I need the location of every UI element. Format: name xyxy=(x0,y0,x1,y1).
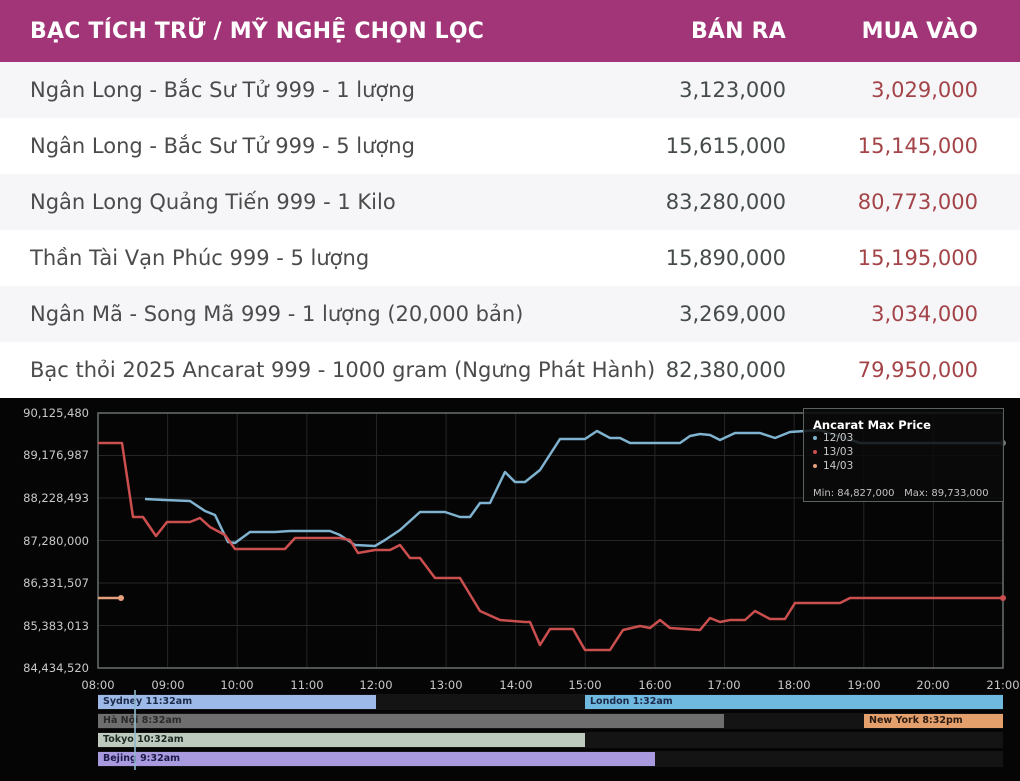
product-name: Thần Tài Vạn Phúc 999 - 5 lượng xyxy=(30,246,370,270)
buy-price: 3,029,000 xyxy=(871,78,978,102)
x-tick: 20:00 xyxy=(916,678,950,692)
table-row: Thần Tài Vạn Phúc 999 - 5 lượng 15,890,0… xyxy=(0,230,1020,286)
x-tick: 08:00 xyxy=(81,678,115,692)
table-header: BẠC TÍCH TRỮ / MỸ NGHỆ CHỌN LỌC BÁN RA M… xyxy=(0,0,1020,62)
timezone-bar-london: London 1:32am xyxy=(585,695,1003,709)
y-tick: 88,228,493 xyxy=(23,491,89,505)
header-buy: MUA VÀO xyxy=(861,18,978,44)
legend-dot-icon xyxy=(813,436,817,440)
legend-min-max: Min: 84,827,000 Max: 89,733,000 xyxy=(813,488,989,499)
sell-price: 3,269,000 xyxy=(679,302,786,326)
current-time-marker xyxy=(134,690,136,770)
product-name: Ngân Long Quảng Tiến 999 - 1 Kilo xyxy=(30,190,396,214)
table-body: Ngân Long - Bắc Sư Tử 999 - 1 lượng 3,12… xyxy=(0,62,1020,398)
product-name: Ngân Long - Bắc Sư Tử 999 - 1 lượng xyxy=(30,78,415,102)
legend-label: 13/03 xyxy=(823,446,854,458)
sell-price: 83,280,000 xyxy=(665,190,786,214)
legend-item-12-03[interactable]: 12/03 xyxy=(813,432,853,444)
header-product: BẠC TÍCH TRỮ / MỸ NGHỆ CHỌN LỌC xyxy=(30,18,485,44)
product-name: Ngân Long - Bắc Sư Tử 999 - 5 lượng xyxy=(30,134,415,158)
x-tick: 11:00 xyxy=(290,678,324,692)
y-tick: 85,383,013 xyxy=(23,619,89,633)
table-row: Bạc thỏi 2025 Ancarat 999 - 1000 gram (N… xyxy=(0,342,1020,398)
x-tick: 09:00 xyxy=(151,678,185,692)
sell-price: 82,380,000 xyxy=(665,358,786,382)
x-tick: 10:00 xyxy=(220,678,254,692)
table-row: Ngân Long - Bắc Sư Tử 999 - 1 lượng 3,12… xyxy=(0,62,1020,118)
y-tick: 90,125,480 xyxy=(23,406,89,420)
legend-label: 14/03 xyxy=(823,460,854,472)
sell-price: 15,615,000 xyxy=(665,134,786,158)
silver-price-table: BẠC TÍCH TRỮ / MỸ NGHỆ CHỌN LỌC BÁN RA M… xyxy=(0,0,1020,398)
table-row: Ngân Long - Bắc Sư Tử 999 - 5 lượng 15,6… xyxy=(0,118,1020,174)
x-tick: 19:00 xyxy=(847,678,881,692)
x-tick: 15:00 xyxy=(568,678,602,692)
x-tick: 18:00 xyxy=(777,678,811,692)
product-name: Bạc thỏi 2025 Ancarat 999 - 1000 gram (N… xyxy=(30,358,656,382)
table-row: Ngân Long Quảng Tiến 999 - 1 Kilo 83,280… xyxy=(0,174,1020,230)
buy-price: 79,950,000 xyxy=(857,358,978,382)
chart-legend: Ancarat Max Price 12/03 13/03 14/03 Min:… xyxy=(803,408,1004,502)
buy-price: 80,773,000 xyxy=(857,190,978,214)
x-tick: 21:00 xyxy=(986,678,1020,692)
legend-item-14-03[interactable]: 14/03 xyxy=(813,460,853,472)
legend-dot-icon xyxy=(813,464,817,468)
x-tick: 14:00 xyxy=(499,678,533,692)
y-tick: 84,434,520 xyxy=(23,661,89,675)
sell-price: 3,123,000 xyxy=(679,78,786,102)
x-tick: 12:00 xyxy=(359,678,393,692)
timezone-bar-beijing: Bejing 9:32am xyxy=(98,752,655,766)
legend-title: Ancarat Max Price xyxy=(813,418,931,432)
timezone-bar-tokyo: Tokyo 10:32am xyxy=(98,733,585,747)
legend-dot-icon xyxy=(813,450,817,454)
min-value: Min: 84,827,000 xyxy=(813,488,895,499)
x-tick: 16:00 xyxy=(638,678,672,692)
timezone-bar-hanoi: Hà Nội 8:32am xyxy=(98,714,724,728)
y-tick: 87,280,000 xyxy=(23,534,89,548)
max-value: Max: 89,733,000 xyxy=(904,488,989,499)
table-row: Ngân Mã - Song Mã 999 - 1 lượng (20,000 … xyxy=(0,286,1020,342)
x-tick: 13:00 xyxy=(429,678,463,692)
y-tick: 86,331,507 xyxy=(23,576,89,590)
timezone-bar-sydney: Sydney 11:32am xyxy=(98,695,376,709)
x-tick: 17:00 xyxy=(707,678,741,692)
buy-price: 15,195,000 xyxy=(857,246,978,270)
legend-label: 12/03 xyxy=(823,432,854,444)
product-name: Ngân Mã - Song Mã 999 - 1 lượng (20,000 … xyxy=(30,302,524,326)
buy-price: 15,145,000 xyxy=(857,134,978,158)
timezone-bar-newyork: New York 8:32pm xyxy=(864,714,1003,728)
sell-price: 15,890,000 xyxy=(665,246,786,270)
legend-item-13-03[interactable]: 13/03 xyxy=(813,446,853,458)
y-tick: 89,176,987 xyxy=(23,448,89,462)
buy-price: 3,034,000 xyxy=(871,302,978,326)
header-sell: BÁN RA xyxy=(690,18,786,44)
